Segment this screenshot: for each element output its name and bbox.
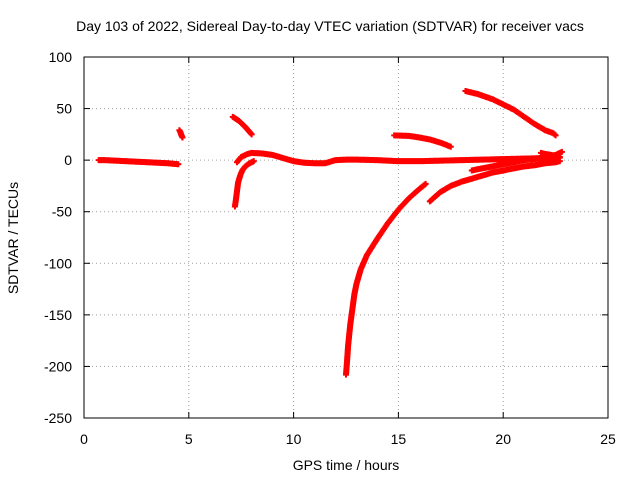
marks-layer xyxy=(95,88,565,378)
data-series-9 xyxy=(462,88,559,139)
y-tick-label: 50 xyxy=(56,101,72,117)
x-tick-label: 5 xyxy=(185,431,193,447)
y-tick-label: 0 xyxy=(64,152,72,168)
y-axis-title: SDTVAR / TECUs xyxy=(5,182,21,294)
data-point xyxy=(552,132,559,139)
data-series-2 xyxy=(176,127,186,141)
data-point xyxy=(248,131,255,138)
data-point xyxy=(175,161,182,168)
y-tick-label: -250 xyxy=(44,410,72,426)
y-tick-label: 100 xyxy=(49,49,73,65)
x-tick-label: 25 xyxy=(600,431,616,447)
plot-frame xyxy=(83,56,609,419)
data-point xyxy=(250,158,257,165)
x-tick-label: 15 xyxy=(391,431,407,447)
data-point xyxy=(556,154,563,161)
x-tick-label: 20 xyxy=(495,431,511,447)
y-tick-label: -200 xyxy=(44,358,72,374)
data-series-3 xyxy=(229,113,255,138)
x-tick-label: 10 xyxy=(286,431,302,447)
data-series-11 xyxy=(537,149,563,161)
y-tick-label: -150 xyxy=(44,307,72,323)
x-tick-label: 0 xyxy=(80,431,88,447)
y-tick-label: -50 xyxy=(52,204,72,220)
data-series-1 xyxy=(95,157,182,168)
data-series-8 xyxy=(426,158,563,205)
y-tick-label: -100 xyxy=(44,255,72,271)
data-series-7 xyxy=(391,132,454,150)
data-point xyxy=(422,180,429,187)
data-point xyxy=(558,148,565,155)
ticks-layer xyxy=(83,56,609,419)
data-point xyxy=(447,143,454,150)
data-series-4 xyxy=(231,158,257,210)
data-point xyxy=(179,134,186,141)
chart-title: Day 103 of 2022, Sidereal Day-to-day VTE… xyxy=(76,18,584,34)
tick-labels-layer: 0 5 10 15 20 25 100 50 0 -50 -100 -150 -200 -250 xyxy=(44,49,616,447)
x-axis-title: GPS time / hours xyxy=(293,457,400,473)
data-series-6 xyxy=(343,180,429,378)
